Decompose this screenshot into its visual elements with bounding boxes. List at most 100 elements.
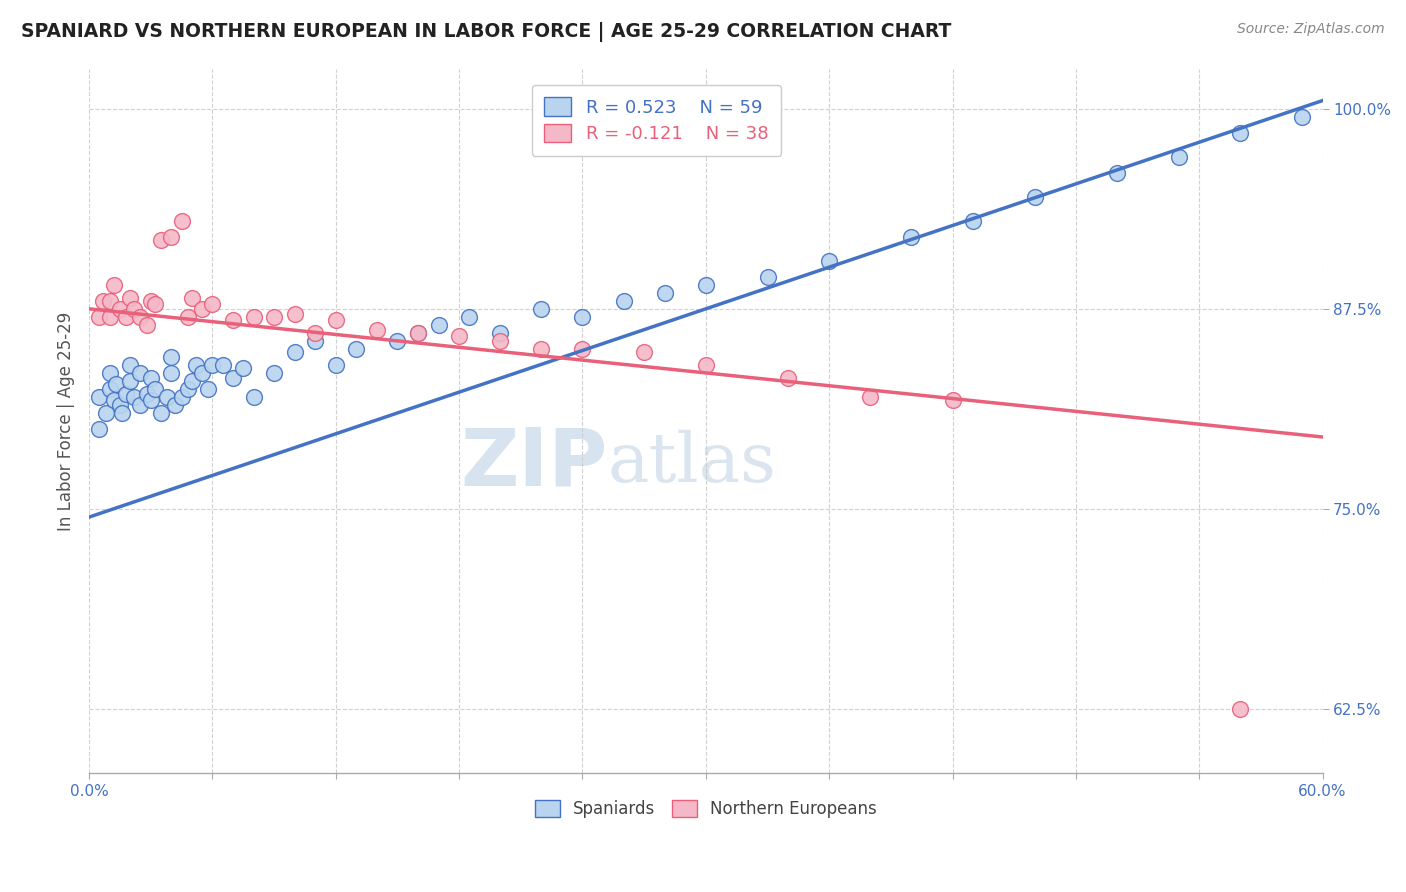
Point [263,366,285,380]
Point [191,366,214,380]
Point [242,310,264,324]
Point [695,277,717,292]
Point [1291,110,1313,124]
Point [304,334,326,348]
Point [111,406,134,420]
Point [98,382,121,396]
Point [184,358,207,372]
Point [325,358,347,372]
Point [304,326,326,340]
Point [120,374,142,388]
Point [170,213,193,227]
Point [89,390,111,404]
Point [150,406,173,420]
Point [211,358,233,372]
Point [143,382,166,396]
Point [344,342,367,356]
Point [449,329,471,343]
Point [191,301,214,316]
Point [654,285,676,300]
Point [263,310,285,324]
Point [366,323,388,337]
Point [115,386,138,401]
Point [284,307,307,321]
Point [201,297,224,311]
Point [139,293,162,308]
Point [613,293,636,308]
Point [222,370,245,384]
Point [89,310,111,324]
Point [387,334,409,348]
Point [124,390,146,404]
Point [1024,189,1046,203]
Point [530,301,553,316]
Point [177,310,200,324]
Point [941,393,963,408]
Text: SPANIARD VS NORTHERN EUROPEAN IN LABOR FORCE | AGE 25-29 CORRELATION CHART: SPANIARD VS NORTHERN EUROPEAN IN LABOR F… [21,22,952,42]
Point [197,382,219,396]
Point [108,301,131,316]
Point [108,398,131,412]
Point [633,345,655,359]
Point [489,334,512,348]
Point [103,277,125,292]
Point [232,361,254,376]
Point [150,233,173,247]
Point [406,326,429,340]
Point [406,326,429,340]
Point [818,253,841,268]
Point [129,398,152,412]
Point [165,398,187,412]
Text: ZIP: ZIP [460,425,607,502]
Point [458,310,481,324]
Point [160,229,183,244]
Point [94,406,117,420]
Point [120,291,142,305]
Point [124,301,146,316]
Point [135,386,157,401]
Point [177,382,200,396]
Point [160,350,183,364]
Point [103,393,125,408]
Point [139,370,162,384]
Point [180,374,202,388]
Point [104,377,127,392]
Point [571,310,593,324]
Point [530,342,553,356]
Point [1167,150,1189,164]
Point [571,342,593,356]
Point [695,358,717,372]
Point [1229,126,1251,140]
Point [120,358,142,372]
Point [129,310,152,324]
Point [756,269,779,284]
Point [115,310,138,324]
Point [89,422,111,436]
Point [1105,166,1128,180]
Point [489,326,512,340]
Point [1229,702,1251,716]
Point [242,390,264,404]
Point [776,370,799,384]
Point [427,318,450,332]
Point [325,313,347,327]
Text: atlas: atlas [607,430,776,497]
Point [160,366,183,380]
Point [170,390,193,404]
Y-axis label: In Labor Force | Age 25-29: In Labor Force | Age 25-29 [58,311,75,531]
Point [98,310,121,324]
Point [93,293,115,308]
Point [201,358,224,372]
Point [156,390,179,404]
Point [284,345,307,359]
Point [129,366,152,380]
Point [859,390,882,404]
Point [98,366,121,380]
Text: Source: ZipAtlas.com: Source: ZipAtlas.com [1237,22,1385,37]
Point [222,313,245,327]
Point [180,291,202,305]
Point [143,297,166,311]
Point [98,293,121,308]
Point [900,229,922,244]
Legend: Spaniards, Northern Europeans: Spaniards, Northern Europeans [529,794,883,825]
